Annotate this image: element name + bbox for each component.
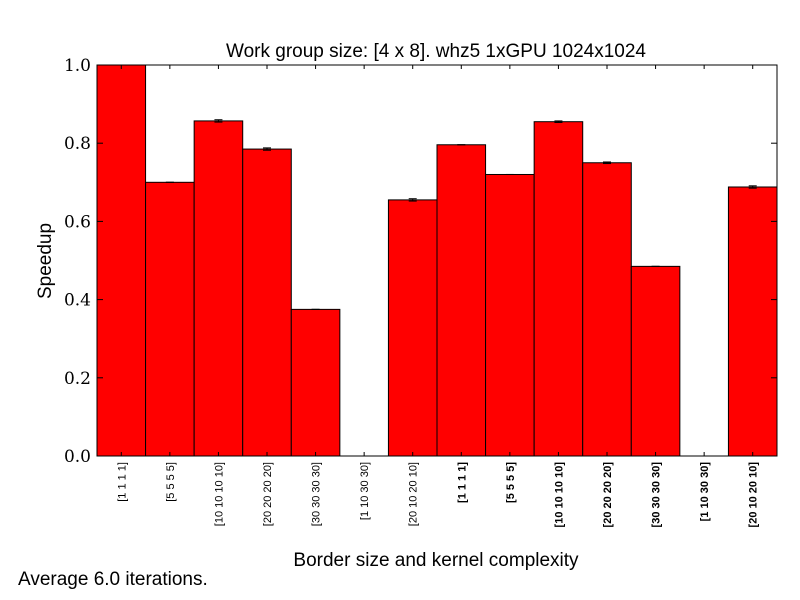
y-axis-label: Speedup [35,223,56,299]
x-tick-label: [1 10 30 30] [359,462,371,520]
errorbars-group [117,64,757,310]
bar [582,162,632,457]
x-tick-label: [20 20 20 20] [602,462,614,528]
footnote: Average 6.0 iterations. [18,569,208,590]
x-tick-label: [1 1 1 1] [456,462,468,503]
bars-group [96,64,778,457]
x-tick-label: [10 10 10 10] [553,462,565,528]
x-axis-label: Border size and kernel complexity [293,550,579,571]
bar [387,199,438,457]
bar [242,148,292,457]
chart-title: Work group size: [4 x 8]. whz5 1xGPU 102… [226,41,646,62]
bar [193,120,244,457]
x-tick-label: [30 30 30 30] [311,462,323,526]
y-tick-label: 0.8 [64,134,91,154]
x-tick-label: [30 30 30 30] [651,462,663,528]
bar [145,181,195,457]
bar [630,265,681,457]
y-tick-label: 1.0 [64,56,91,76]
y-tick-label: 0.0 [64,447,91,467]
y-ticks-group: 0.0 0.2 0.4 0.6 0.8 1.0 [64,56,777,467]
bar [533,121,584,457]
bar [727,186,778,457]
x-tick-label: [20 10 20 10] [408,462,420,526]
bar [485,173,535,457]
x-tick-label: [20 20 20 20] [262,462,274,526]
bar [290,308,341,457]
x-tick-label: [5 5 5 5] [505,462,517,503]
x-tick-label: [1 1 1 1] [116,462,128,502]
plot-frame [96,64,778,457]
y-tick-label: 0.6 [64,212,91,232]
x-tick-label: [20 10 20 10] [748,462,760,528]
x-tick-label: [1 10 30 30] [699,462,711,522]
x-tick-label: [5 5 5 5] [165,462,177,502]
bar [96,64,147,457]
x-tick-label: [10 10 10 10] [213,462,225,526]
y-tick-label: 0.2 [64,369,91,389]
x-ticks-group: [1 1 1 1] [5 5 5 5] [10 10 10 10] [20 20 20… [116,65,760,528]
bar [436,144,487,457]
y-tick-label: 0.4 [64,291,91,311]
